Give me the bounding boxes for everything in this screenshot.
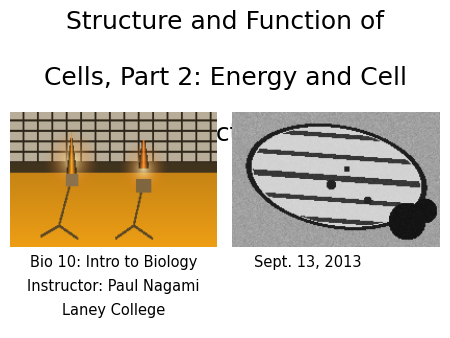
- Text: Cells, Part 2: Energy and Cell: Cells, Part 2: Energy and Cell: [44, 66, 406, 90]
- Text: Laney College: Laney College: [62, 303, 165, 317]
- Text: Bio 10: Intro to Biology: Bio 10: Intro to Biology: [30, 255, 197, 270]
- Text: Function: Function: [172, 122, 278, 146]
- Text: Structure and Function of: Structure and Function of: [66, 10, 384, 34]
- Text: Sept. 13, 2013: Sept. 13, 2013: [254, 255, 362, 270]
- Text: Instructor: Paul Nagami: Instructor: Paul Nagami: [27, 279, 200, 294]
